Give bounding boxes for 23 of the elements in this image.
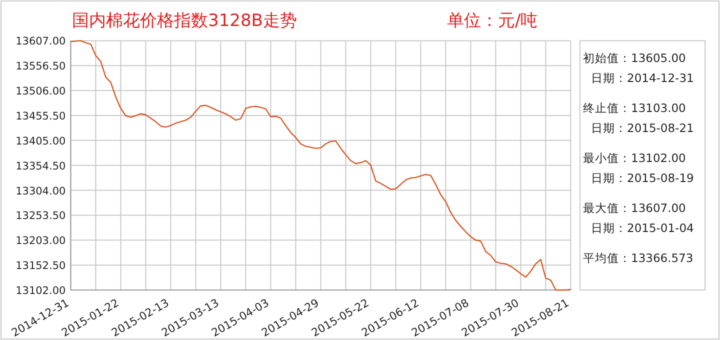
text: 最小值：13102.00: [583, 151, 686, 165]
y-tick-label: 13253.50: [16, 210, 66, 222]
y-tick-label: 13304.00: [16, 185, 66, 198]
text: 终止值：13103.00: [583, 101, 686, 115]
y-tick-label: 13354.50: [16, 160, 66, 172]
y-tick-label: 13102.00: [16, 285, 66, 297]
chart-subtitle: 单位：元/吨: [447, 11, 538, 31]
text: 平均值：13366.573: [583, 251, 694, 265]
y-tick-label: 13152.50: [16, 260, 66, 272]
text: 最大值：13607.00: [583, 201, 686, 215]
text: 日期：2015-08-19: [591, 171, 694, 185]
y-tick-label: 13455.50: [16, 110, 66, 122]
y-tick-label: 13405.00: [16, 135, 66, 148]
text: 日期：2015-08-21: [591, 121, 694, 135]
text: 初始值：13605.00: [583, 51, 686, 65]
y-tick-label: 13556.50: [16, 60, 66, 73]
y-tick-label: 13607.00: [16, 36, 66, 48]
y-tick-label: 13506.00: [16, 86, 66, 98]
text: 日期：2014-12-31: [591, 71, 694, 85]
chart-title: 国内棉花价格指数3128B走势: [72, 11, 297, 31]
y-tick-label: 13203.00: [16, 235, 66, 248]
line-series: [70, 40, 572, 291]
text: 日期：2015-01-04: [591, 221, 694, 235]
